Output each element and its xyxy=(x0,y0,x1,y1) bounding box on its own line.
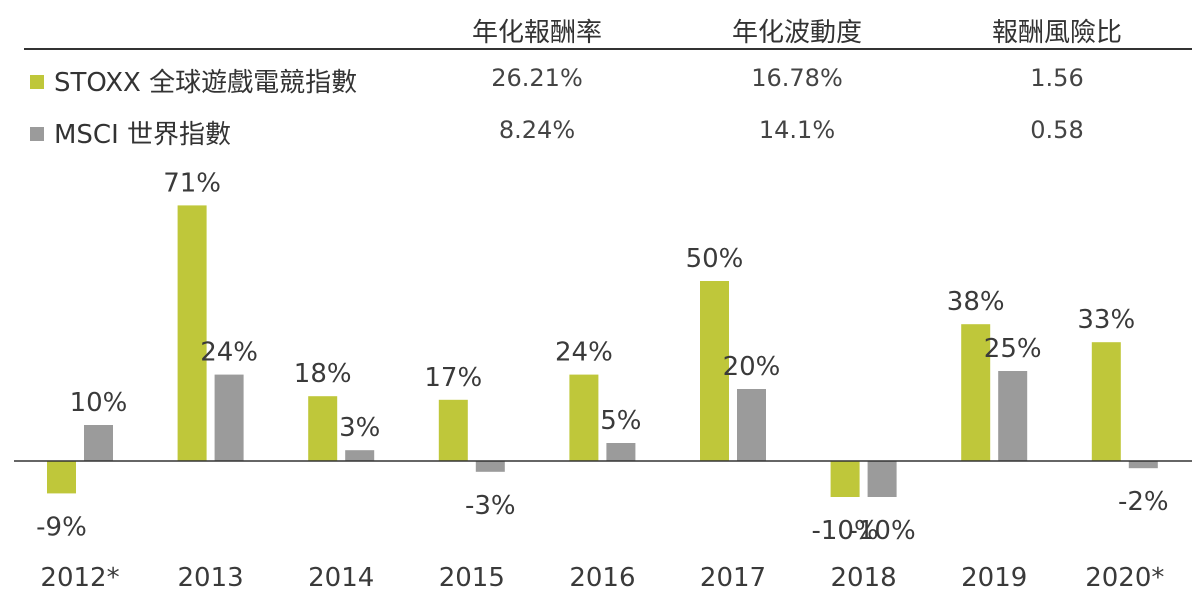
x-tick-label-2015: 2015 xyxy=(439,563,505,593)
data-label-msci-2017: 20% xyxy=(723,352,781,382)
data-label-msci-2015: -3% xyxy=(465,491,516,521)
bar-stoxx-2017 xyxy=(700,281,729,461)
bar-stoxx-2018 xyxy=(830,461,860,497)
row-label-stoxx: STOXX 全球遊戲電競指數 xyxy=(30,62,357,99)
bar-msci-2014 xyxy=(345,450,375,461)
data-label-msci-2018: -10% xyxy=(849,516,916,546)
bar-msci-2016 xyxy=(606,443,636,461)
row-label-msci: MSCI 世界指數 xyxy=(30,114,231,151)
stats-table: 年化報酬率 年化波動度 報酬風險比 STOXX 全球遊戲電競指數 26.21% … xyxy=(0,0,1200,160)
bar-msci-2018 xyxy=(867,461,897,497)
data-label-msci-2013: 24% xyxy=(200,338,258,368)
data-label-msci-2012: 10% xyxy=(70,388,128,418)
bar-msci-2019 xyxy=(998,371,1028,461)
bar-msci-2017 xyxy=(737,389,766,461)
legend-swatch-msci xyxy=(30,126,44,141)
cell-msci-ratio: 0.58 xyxy=(1030,116,1084,144)
data-label-stoxx-2018: -10% xyxy=(812,516,879,546)
x-tick-label-2017: 2017 xyxy=(700,563,766,593)
data-label-stoxx-2014: 18% xyxy=(294,359,352,389)
bar-stoxx-2015 xyxy=(438,399,468,461)
bar-msci-2020 xyxy=(1128,461,1158,469)
x-tick-label-2019: 2019 xyxy=(961,563,1027,593)
bar-stoxx-2012 xyxy=(47,461,76,494)
data-label-stoxx-2016: 24% xyxy=(555,338,613,368)
bar-msci-2015 xyxy=(475,461,505,472)
data-label-msci-2016: 5% xyxy=(600,406,641,436)
bar-stoxx-2014 xyxy=(308,396,338,461)
x-tick-label-2020: 2020* xyxy=(1085,563,1164,593)
data-label-msci-2014: 3% xyxy=(339,413,380,443)
cell-stoxx-ratio: 1.56 xyxy=(1030,64,1084,92)
cell-stoxx-volatility: 16.78% xyxy=(751,64,843,92)
bar-stoxx-2016 xyxy=(569,374,599,461)
data-label-stoxx-2015: 17% xyxy=(424,363,482,393)
bar-stoxx-2019 xyxy=(961,324,991,461)
data-label-stoxx-2012: -9% xyxy=(36,512,87,542)
bar-stoxx-2020 xyxy=(1091,342,1121,461)
data-label-stoxx-2013: 71% xyxy=(163,168,221,198)
column-header-annual-return: 年化報酬率 xyxy=(471,18,602,48)
data-label-stoxx-2019: 38% xyxy=(947,287,1005,317)
cell-stoxx-return: 26.21% xyxy=(491,64,583,92)
data-label-stoxx-2020: 33% xyxy=(1077,305,1135,335)
bar-msci-2012 xyxy=(84,425,113,461)
data-label-msci-2020: -2% xyxy=(1118,487,1169,517)
row-label-msci-text: MSCI 世界指數 xyxy=(54,120,232,150)
data-label-stoxx-2017: 50% xyxy=(686,244,744,274)
column-header-return-risk-ratio: 報酬風險比 xyxy=(991,18,1122,48)
header-divider xyxy=(24,48,1192,50)
row-label-stoxx-text: STOXX 全球遊戲電競指數 xyxy=(54,68,358,98)
x-tick-label-2018: 2018 xyxy=(831,563,897,593)
legend-swatch-stoxx xyxy=(30,74,44,89)
cell-msci-return: 8.24% xyxy=(498,116,576,144)
x-tick-label-2014: 2014 xyxy=(308,563,374,593)
x-tick-label-2016: 2016 xyxy=(569,563,635,593)
data-label-msci-2019: 25% xyxy=(984,334,1042,364)
column-header-annual-volatility: 年化波動度 xyxy=(731,18,862,48)
x-tick-label-2012: 2012* xyxy=(40,563,119,593)
annual-return-bar-chart: -9% 10% 2012* 71% 24% 2013 18% 3% 2014 17% -3% 2015… xyxy=(14,168,1192,593)
bar-msci-2013 xyxy=(214,374,244,461)
bar-stoxx-2013 xyxy=(177,205,207,461)
cell-msci-volatility: 14.1% xyxy=(758,116,836,144)
x-tick-label-2013: 2013 xyxy=(178,563,244,593)
